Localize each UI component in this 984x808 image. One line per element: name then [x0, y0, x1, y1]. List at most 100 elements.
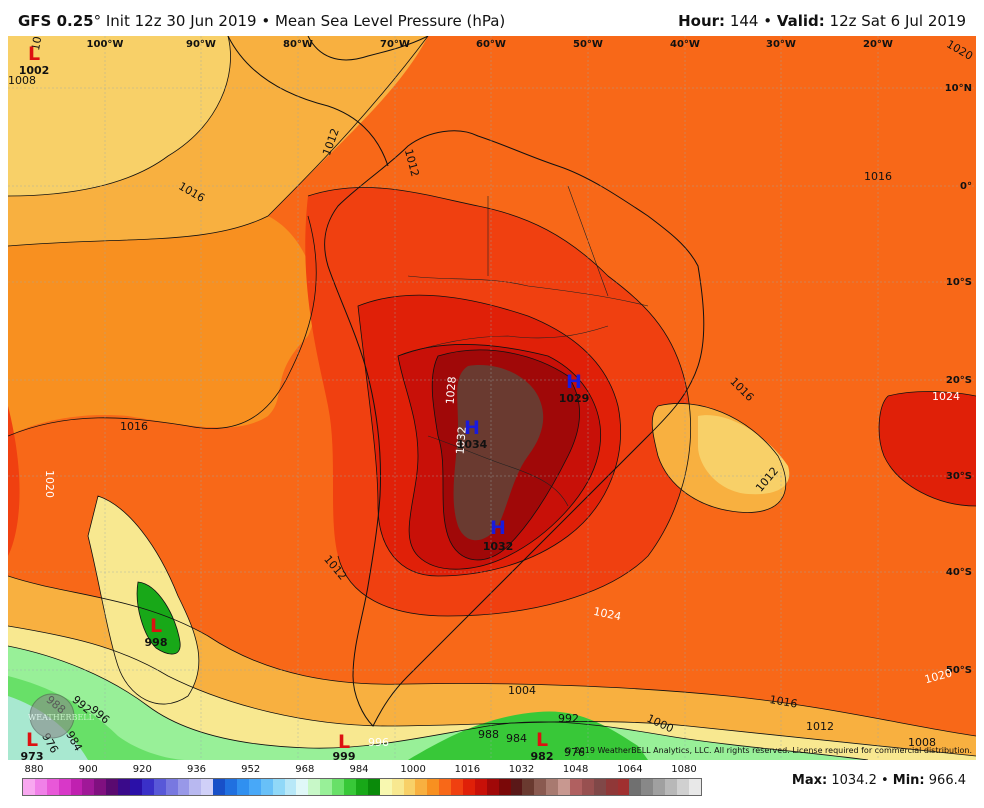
isobar-label: 1016	[864, 170, 892, 183]
border-1	[407, 275, 649, 307]
coastline-central-america	[227, 36, 389, 167]
isobar-1020-continent	[307, 187, 691, 617]
hour-label: Hour:	[678, 12, 726, 30]
isobar-label: 1012	[29, 36, 47, 51]
colorbar-cell	[344, 779, 356, 795]
colorbar-cell	[605, 779, 618, 795]
colorbar-cell	[153, 779, 166, 795]
colorbar-cell	[629, 779, 642, 795]
pressure-center-l-998[interactable]: L 998	[145, 615, 168, 649]
colorbar-cell	[177, 779, 190, 795]
isobar-label: 1032	[453, 426, 468, 455]
graticule	[8, 36, 976, 760]
pressure-center-l-999[interactable]: L 999	[333, 731, 356, 760]
colorbar-cell	[248, 779, 261, 795]
colorbar-cell	[593, 779, 606, 795]
colorbar-tick-label: 936	[186, 764, 207, 775]
copyright-notice: © 2019 WeatherBELL Analytics, LLC. All r…	[564, 746, 972, 755]
isobar-label: 1024	[932, 390, 960, 403]
colorbar-tick-label: 920	[132, 764, 152, 775]
valid-separator: •	[758, 12, 777, 30]
colorbar-cell	[94, 779, 107, 795]
isobar-label: 1008	[908, 736, 936, 749]
lon-label-40w: 40°W	[670, 39, 700, 50]
isobar-label: 1012	[806, 720, 834, 733]
isobar-996-low	[136, 581, 181, 655]
isobar-992-south	[8, 645, 869, 760]
lon-label-50w: 50°W	[573, 39, 603, 50]
colorbar-ticks: 880 900 920 936 952 968 984 1000 1016 1032 1048 106…	[18, 764, 703, 778]
colorbar-cell	[641, 779, 654, 795]
colorbar-tick-label: 952	[241, 764, 261, 775]
center-letter: L	[536, 729, 548, 751]
shade-1034-core	[453, 365, 544, 541]
colorbar-tick-label: 1000	[400, 764, 426, 775]
pressure-center-h-1032[interactable]: H 1032	[483, 517, 514, 553]
colorbar-cell	[201, 779, 214, 795]
colorbar-tick-label: 900	[78, 764, 98, 775]
center-value: 1029	[559, 392, 590, 405]
pressure-center-l-973[interactable]: L 973	[21, 729, 44, 760]
colorbar-cell	[617, 779, 630, 795]
isobar-1032-continent	[431, 349, 580, 561]
pressure-center-l-982[interactable]: L 982	[531, 729, 554, 760]
colorbar-cell	[34, 779, 47, 795]
colorbar-cell	[427, 779, 440, 795]
colorbar-legend: 880 900 920 936 952 968 984 1000 1016 1032 1048 106…	[18, 764, 703, 800]
pressure-center-h-1029[interactable]: H 1029	[559, 371, 590, 405]
center-value: 998	[145, 636, 168, 649]
weatherbell-logo: WEATHERBELL	[28, 693, 95, 739]
center-letter: H	[464, 417, 480, 439]
isobar-1028-continent	[397, 344, 601, 570]
lon-label-70w: 70°W	[380, 39, 410, 50]
max-min-separator: •	[876, 773, 893, 788]
center-value: 1032	[483, 540, 514, 553]
lat-label-30s: 30°S	[946, 471, 972, 482]
colorbar-cell	[320, 779, 333, 795]
colorbar-tick-label: 1048	[562, 764, 589, 775]
chart-title: GFS 0.25° Init 12z 30 Jun 2019 • Mean Se…	[18, 12, 505, 30]
isobar-label: 1016	[120, 420, 148, 433]
center-letter: L	[338, 731, 350, 753]
colorbar-cell	[474, 779, 487, 795]
colorbar-cell	[189, 779, 202, 795]
lat-label-10s: 10°S	[946, 277, 972, 288]
center-value: 999	[333, 750, 356, 760]
lat-label-0: 0°	[960, 181, 972, 192]
colorbar-cell	[308, 779, 321, 795]
colorbar-cell	[403, 779, 416, 795]
min-value: 966.4	[924, 773, 966, 788]
colorbar-tick-label: 880	[24, 764, 44, 775]
pressure-center-h-1034[interactable]: H 1034	[457, 417, 488, 451]
isobar-label: 996	[368, 736, 389, 749]
colorbar-cell	[272, 779, 285, 795]
lat-label-10n: 10°N	[945, 83, 972, 94]
colorbar-cell	[367, 779, 380, 795]
colorbar-cell	[451, 779, 463, 795]
isobar-1016-pacific	[8, 215, 317, 437]
pressure-map[interactable]: 100°W 90°W 80°W 70°W 60°W 50°W 40°W 30°W…	[8, 36, 976, 760]
colorbar-tick-label: 1032	[508, 764, 535, 775]
colorbar-cell	[46, 779, 59, 795]
isobar-1008-south	[8, 575, 976, 737]
isobar-label: 984	[506, 732, 527, 745]
colorbar-cell	[118, 779, 131, 795]
isobar-label: 1008	[8, 74, 36, 87]
coastline-caribbean	[307, 36, 429, 61]
colorbar-tick-label: 1064	[617, 764, 643, 775]
isobar-label: 992	[558, 712, 579, 725]
shade-1008-nw	[8, 36, 231, 196]
colorbar-cell	[653, 779, 666, 795]
colorbar-cell	[130, 779, 142, 795]
colorbar-cell	[58, 779, 71, 795]
lat-label-50s: 50°S	[946, 665, 972, 676]
lat-label-40s: 40°S	[946, 567, 972, 578]
colorbar	[22, 778, 702, 796]
border-3	[427, 435, 569, 507]
title-separator: •	[256, 12, 275, 30]
colorbar-cell	[284, 779, 297, 795]
colorbar-tick-label: 1016	[454, 764, 481, 775]
max-label: Max:	[791, 773, 828, 788]
shade-984-south	[408, 711, 648, 760]
pressure-center-l-1002[interactable]: L 1002	[19, 43, 50, 77]
